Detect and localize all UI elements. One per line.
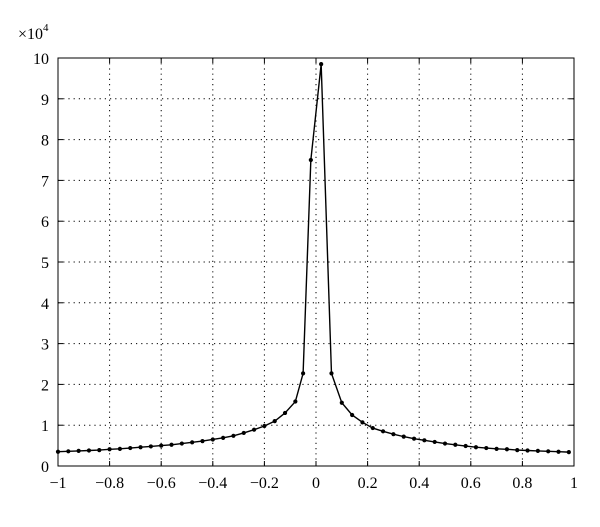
data-point bbox=[566, 450, 571, 455]
data-point bbox=[504, 447, 510, 452]
data-point bbox=[329, 371, 334, 376]
data-point bbox=[484, 445, 489, 451]
grid-lines bbox=[58, 58, 574, 466]
data-point bbox=[117, 446, 123, 451]
data-point bbox=[138, 445, 143, 450]
data-point bbox=[107, 447, 112, 452]
data-point bbox=[169, 442, 174, 447]
data-point bbox=[525, 448, 530, 453]
data-point bbox=[473, 445, 479, 450]
x-tick-label: −0.6 bbox=[147, 475, 176, 492]
data-point bbox=[66, 449, 71, 454]
data-point bbox=[282, 410, 288, 416]
series-line bbox=[57, 64, 569, 453]
data-point bbox=[293, 399, 298, 404]
x-tick-label: 0 bbox=[312, 475, 320, 492]
y-multiplier-base: ×10 bbox=[18, 26, 43, 43]
data-point bbox=[200, 439, 205, 444]
data-point bbox=[515, 447, 520, 453]
data-point bbox=[262, 423, 267, 429]
data-point bbox=[179, 441, 184, 446]
data-point bbox=[86, 448, 92, 453]
data-point bbox=[463, 443, 468, 449]
y-tick-label: 7 bbox=[41, 173, 49, 190]
x-tick-label: −0.2 bbox=[250, 475, 279, 492]
y-tick-label: 9 bbox=[41, 92, 49, 109]
x-tick-label: 0.6 bbox=[461, 475, 481, 492]
data-point bbox=[360, 420, 365, 425]
data-point bbox=[128, 445, 133, 451]
data-point bbox=[411, 436, 417, 441]
y-axis-multiplier: ×104 bbox=[18, 22, 49, 43]
series-markers bbox=[55, 62, 571, 455]
x-tick-label: 0.4 bbox=[409, 475, 429, 492]
y-tick-label: 0 bbox=[41, 459, 49, 476]
y-tick-label: 6 bbox=[41, 214, 49, 231]
x-tick-label: 0.2 bbox=[358, 475, 378, 492]
data-point bbox=[308, 157, 313, 163]
x-tick-label: −0.4 bbox=[198, 475, 227, 492]
data-point bbox=[221, 435, 226, 440]
data-point bbox=[494, 446, 499, 451]
data-point bbox=[339, 400, 344, 405]
data-point bbox=[422, 438, 427, 443]
data-point bbox=[401, 434, 406, 439]
data-point bbox=[55, 449, 61, 454]
data-point bbox=[319, 62, 324, 67]
data-point bbox=[546, 449, 551, 454]
data-point bbox=[159, 443, 164, 448]
y-tick-label: 1 bbox=[41, 418, 49, 435]
data-point bbox=[210, 437, 215, 442]
data-point bbox=[76, 448, 81, 454]
data-point bbox=[190, 440, 195, 445]
axis-ticks bbox=[57, 57, 575, 467]
data-point bbox=[350, 412, 355, 418]
data-point bbox=[453, 442, 458, 447]
x-tick-label: −0.8 bbox=[95, 475, 124, 492]
data-point bbox=[556, 449, 561, 454]
data-point bbox=[97, 447, 102, 453]
y-tick-label: 2 bbox=[41, 377, 49, 394]
y-axis-tick-labels: 0 1 2 3 4 5 6 7 8 9 10 bbox=[33, 51, 49, 476]
data-point bbox=[241, 430, 246, 436]
data-point bbox=[148, 444, 153, 449]
data-point bbox=[391, 432, 396, 437]
data-point bbox=[535, 448, 540, 454]
y-tick-label: 10 bbox=[33, 51, 49, 68]
y-tick-label: 4 bbox=[41, 296, 49, 313]
data-point bbox=[272, 419, 277, 424]
data-point bbox=[251, 427, 257, 432]
y-tick-label: 8 bbox=[41, 133, 49, 150]
y-tick-label: 5 bbox=[41, 255, 49, 272]
data-point bbox=[231, 433, 236, 438]
y-multiplier-exponent: 4 bbox=[43, 22, 49, 34]
data-point bbox=[301, 371, 306, 376]
y-tick-label: 3 bbox=[41, 337, 49, 354]
x-axis-tick-labels: −1 −0.8 −0.6 −0.4 −0.2 0 0.2 0.4 0.6 0.8 1 bbox=[49, 475, 578, 492]
x-tick-label: −1 bbox=[49, 475, 66, 492]
x-tick-label: 0.8 bbox=[512, 475, 532, 492]
data-point bbox=[370, 425, 375, 431]
data-point bbox=[432, 439, 437, 445]
data-point bbox=[380, 429, 386, 434]
data-point bbox=[442, 441, 448, 446]
x-tick-label: 1 bbox=[570, 475, 578, 492]
